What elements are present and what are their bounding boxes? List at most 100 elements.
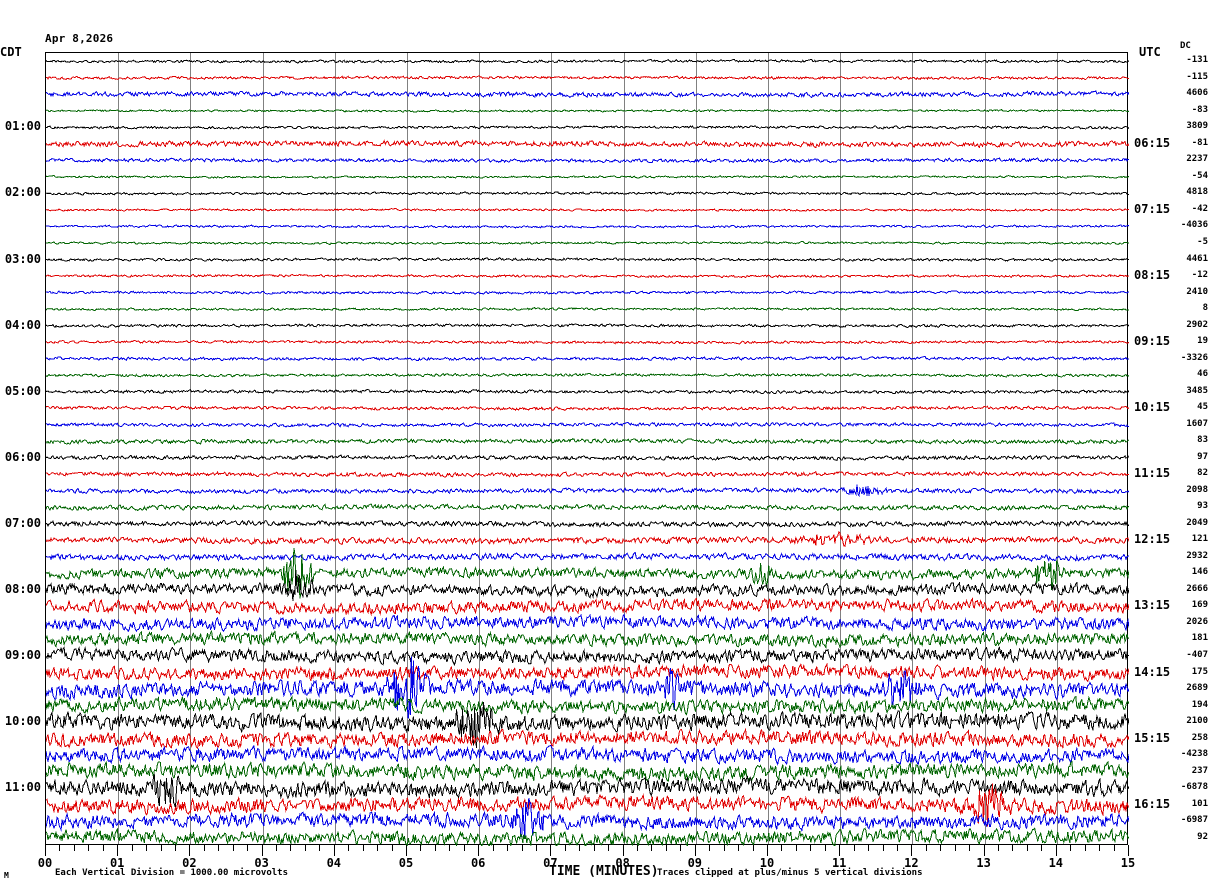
cdt-hour-label: 02:00 <box>4 185 41 200</box>
dc-value: 169 <box>1191 600 1208 611</box>
trace-line <box>46 405 1129 411</box>
x-tick-minor <box>146 845 147 851</box>
dc-value: 4606 <box>1186 88 1208 99</box>
x-tick-minor <box>868 845 869 851</box>
trace-line <box>46 224 1129 229</box>
dc-value: 2098 <box>1186 484 1208 495</box>
dc-value: -6878 <box>1180 782 1208 793</box>
utc-hour-label: 12:15 <box>1134 532 1171 547</box>
x-tick-minor <box>897 845 898 851</box>
x-tick-label: 13 <box>976 856 991 870</box>
utc-hour-label: 15:15 <box>1134 730 1171 745</box>
dc-value: 3809 <box>1186 121 1208 132</box>
trace-line <box>46 208 1129 212</box>
trace-line <box>46 339 1129 345</box>
trace-line <box>46 438 1129 445</box>
x-tick-minor <box>955 845 956 851</box>
grid-line-minute-3 <box>263 53 264 844</box>
cdt-hour-label: 05:00 <box>4 383 41 398</box>
dc-value: 4461 <box>1186 253 1208 264</box>
cdt-hour-label: 04:00 <box>4 317 41 332</box>
x-tick-minor <box>103 845 104 851</box>
x-tick-minor <box>926 845 927 851</box>
dc-value: 2902 <box>1186 319 1208 330</box>
dc-value: -3326 <box>1180 352 1208 363</box>
trace-line <box>46 760 1129 783</box>
x-tick-major <box>550 845 551 856</box>
cdt-axis-label: CDT <box>0 45 22 59</box>
utc-hour-label: 14:15 <box>1134 664 1171 679</box>
x-tick-minor <box>1041 845 1042 851</box>
x-tick-minor <box>825 845 826 851</box>
trace-line <box>46 421 1129 428</box>
trace-layer <box>46 53 1129 846</box>
cdt-hour-label: 01:00 <box>4 119 41 134</box>
grid-line-minute-14 <box>1057 53 1058 844</box>
x-tick-minor <box>420 845 421 851</box>
x-tick-major <box>695 845 696 856</box>
trace-line <box>46 323 1129 328</box>
trace-line <box>46 75 1129 81</box>
x-tick-minor <box>565 845 566 851</box>
x-tick-minor <box>59 845 60 851</box>
dc-value: 45 <box>1197 402 1208 413</box>
x-tick-major <box>262 845 263 856</box>
x-tick-label: 10 <box>759 856 775 870</box>
dc-value: -4036 <box>1180 220 1208 231</box>
trace-line <box>46 727 1129 750</box>
scale-note: Each Vertical Division = 1000.00 microvo… <box>55 868 288 878</box>
header-date: Apr 8,2026 <box>45 31 114 45</box>
x-tick-label: 04 <box>326 856 342 870</box>
clip-note: Traces clipped at plus/minus 5 vertical … <box>657 868 923 878</box>
grid-line-minute-12 <box>912 53 913 844</box>
dc-value: -54 <box>1191 170 1208 181</box>
trace-line <box>46 597 1129 617</box>
trace-line <box>46 827 1129 846</box>
x-tick-minor <box>969 845 970 851</box>
grid-line-minute-4 <box>335 53 336 844</box>
x-tick-minor <box>348 845 349 851</box>
cdt-hour-label: 11:00 <box>4 780 41 795</box>
trace-line <box>46 484 1129 498</box>
grid-line-minute-7 <box>551 53 552 844</box>
x-axis-ticks <box>45 845 1129 857</box>
grid-line-minute-11 <box>840 53 841 844</box>
trace-line <box>46 389 1129 395</box>
x-tick-minor <box>305 845 306 851</box>
x-tick-minor <box>1012 845 1013 851</box>
x-tick-minor <box>435 845 436 851</box>
cdt-hour-label: 09:00 <box>4 648 41 662</box>
trace-line <box>46 744 1129 767</box>
x-tick-major <box>478 845 479 856</box>
x-tick-minor <box>247 845 248 851</box>
dc-value: 2666 <box>1186 583 1208 594</box>
corner-mark: M <box>4 871 9 880</box>
trace-line <box>46 695 1129 716</box>
x-tick-minor <box>594 845 595 851</box>
x-tick-minor <box>507 845 508 851</box>
trace-line <box>46 471 1129 478</box>
grid-lines <box>46 53 1127 844</box>
dc-value: 237 <box>1191 765 1208 776</box>
dc-value: 175 <box>1191 666 1208 677</box>
trace-line <box>46 701 1129 748</box>
x-tick-minor <box>781 845 782 851</box>
dc-value: -81 <box>1191 137 1208 148</box>
x-tick-label: 09 <box>687 856 703 870</box>
grid-line-minute-10 <box>768 53 769 844</box>
trace-line <box>46 58 1129 64</box>
dc-value: 258 <box>1191 732 1208 743</box>
trace-line <box>46 125 1129 130</box>
dc-value: 97 <box>1197 451 1208 462</box>
dc-value: 4818 <box>1186 187 1208 198</box>
utc-hour-label: 06:15 <box>1134 135 1171 150</box>
trace-line <box>46 109 1129 113</box>
x-tick-minor <box>276 845 277 851</box>
cdt-hour-label: 03:00 <box>4 251 41 266</box>
utc-hour-label: 08:15 <box>1134 268 1171 283</box>
x-tick-minor <box>666 845 667 851</box>
trace-line <box>46 656 1129 719</box>
x-tick-minor <box>1070 845 1071 851</box>
x-tick-minor <box>1099 845 1100 851</box>
